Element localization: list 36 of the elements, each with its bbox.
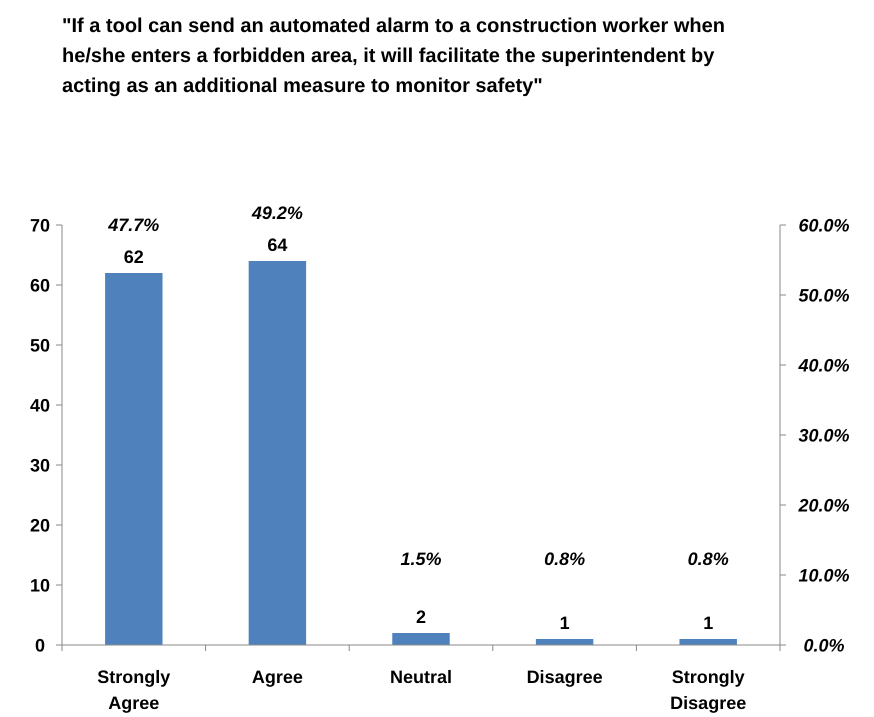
data-label: 2 bbox=[416, 607, 426, 627]
y-tick-label: 10 bbox=[30, 575, 50, 596]
y-tick-label: 0 bbox=[34, 635, 46, 656]
bar bbox=[679, 639, 737, 645]
data-label: 1 bbox=[560, 613, 570, 633]
annotation: 47.7% bbox=[107, 215, 160, 235]
y2-tick-label: 50.0% bbox=[798, 285, 850, 306]
chart-title: "If a tool can send an automated alarm to a construction worker when he/she enters a forbidden area, it will facilitate the superintendent by acting as an additional measure to monitor safety" bbox=[62, 15, 725, 97]
y2-tick-label: 0.0% bbox=[803, 635, 845, 656]
y-tick-label: 40 bbox=[30, 395, 50, 416]
data-label: 62 bbox=[124, 247, 144, 267]
x-tick-label: Strongly Disagree bbox=[670, 667, 746, 713]
data-label: 64 bbox=[267, 235, 288, 255]
annotation: 0.8% bbox=[688, 549, 729, 569]
y2-tick-label: 40.0% bbox=[797, 355, 850, 376]
x-tick-label: Neutral bbox=[390, 667, 452, 687]
bar bbox=[248, 261, 306, 645]
y-tick-label: 60 bbox=[30, 275, 50, 296]
bar bbox=[536, 639, 594, 645]
bar bbox=[392, 633, 450, 645]
y-tick-label: 20 bbox=[30, 515, 50, 536]
y2-tick-label: 30.0% bbox=[798, 425, 850, 446]
annotation: 0.8% bbox=[544, 549, 586, 569]
y-tick-label: 50 bbox=[30, 335, 50, 356]
text: 49.2% bbox=[250, 203, 303, 223]
y-tick-label: 30 bbox=[30, 455, 50, 476]
x-tick-label: Agree bbox=[252, 667, 303, 687]
x-tick-label: Disagree bbox=[526, 667, 603, 687]
bar bbox=[105, 273, 163, 645]
x-tick-label: Strongly Agree bbox=[97, 667, 170, 713]
y2-tick-label: 20.0% bbox=[797, 495, 850, 516]
y2-tick-label: 10.0% bbox=[798, 565, 850, 586]
y2-tick-label: 60.0% bbox=[798, 215, 850, 236]
y-tick-label: 70 bbox=[30, 215, 50, 236]
data-label: 1 bbox=[703, 613, 714, 633]
annotation: 1.5% bbox=[400, 549, 442, 569]
